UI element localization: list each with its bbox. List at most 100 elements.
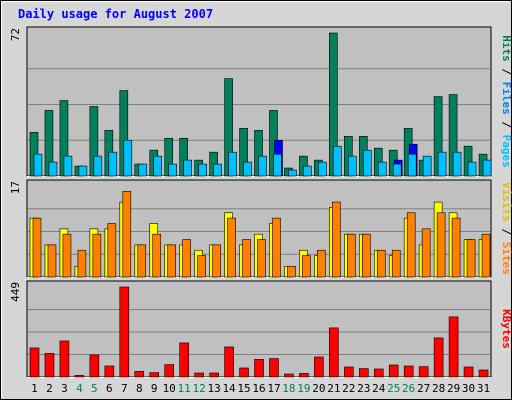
legend-entry: / (500, 62, 512, 82)
bar-kbytes (299, 373, 309, 378)
x-tick-label: 25 (387, 382, 400, 395)
bar-files (138, 163, 148, 177)
bar-kbytes (59, 340, 70, 378)
bar-files (213, 163, 222, 177)
x-tick-label: 18 (282, 382, 295, 395)
bar-files (333, 145, 342, 177)
bar-kbytes (344, 366, 354, 378)
bar-sites (182, 239, 191, 278)
bar-sites (481, 233, 491, 278)
y-max-label: 449 (9, 282, 22, 302)
x-tick-label: 23 (357, 382, 370, 395)
panel-hits-files-pages: 72 Hits / Files / Pages (9, 26, 512, 177)
bar-files (198, 163, 207, 177)
legend-entry: / (500, 222, 512, 242)
bar-kbytes (74, 375, 85, 378)
y-max-label: 72 (9, 28, 22, 41)
bar-sites (227, 217, 236, 278)
x-tick-label: 27 (417, 382, 430, 395)
bar-kbytes (29, 347, 40, 378)
bar-files (108, 151, 118, 177)
bar-files (153, 155, 163, 177)
bar-files (392, 163, 402, 177)
x-tick-label: 9 (151, 382, 158, 395)
bar-sites (391, 249, 401, 278)
bar-kbytes (433, 337, 444, 378)
x-tick-label: 15 (237, 382, 250, 395)
x-tick-label: 13 (207, 382, 220, 395)
bar-files (168, 163, 178, 177)
bar-sites (32, 217, 42, 278)
x-tick-label: 29 (447, 382, 460, 395)
bar-files (362, 149, 372, 177)
bar-kbytes (149, 372, 160, 378)
bar-files (48, 161, 58, 177)
bar-kbytes (194, 372, 204, 378)
panel-visits-sites: 17 Visits / Sites (9, 179, 512, 278)
x-tick-label: 10 (163, 382, 176, 395)
panel-kbytes: 449 KBytes (9, 280, 512, 378)
bar-kbytes (44, 353, 55, 378)
x-tick-label: 22 (342, 382, 355, 395)
chart-title: Daily usage for August 2007 (18, 7, 213, 21)
x-tick-label: 30 (462, 382, 475, 395)
bar-kbytes (284, 373, 294, 378)
legend-entry: Hits (500, 35, 512, 62)
bar-sites (107, 223, 117, 278)
x-tick-label: 31 (477, 382, 490, 395)
x-tick-label: 17 (267, 382, 280, 395)
legend: KBytes (500, 309, 512, 349)
bar-sites (361, 233, 371, 278)
bar-files (452, 151, 462, 177)
bar-kbytes (89, 354, 100, 378)
bar-files (422, 155, 432, 177)
bar-files (78, 165, 88, 177)
bar-sites (152, 233, 162, 278)
bar-files (33, 153, 43, 177)
bar-sites (287, 265, 296, 278)
x-tick-label: 28 (432, 382, 445, 395)
bar-sites (137, 244, 147, 278)
bar-sites (122, 191, 132, 278)
y-max-label: 17 (9, 181, 22, 194)
legend-entry: Pages (500, 135, 512, 168)
bar-sites (376, 249, 386, 278)
legend-entry: Files (500, 82, 512, 115)
legend-entry: Sites (500, 242, 512, 275)
x-axis: 1 2 3 4 5 6 7 8 9 10 11 12 13 14 15 16 17 18 19 20 21 22 23 24 2… (31, 382, 490, 395)
bar-kbytes (119, 286, 130, 378)
bar-files (288, 169, 297, 177)
bar-kbytes (269, 358, 279, 378)
bar-kbytes (478, 369, 489, 378)
bar-sites (466, 239, 476, 278)
x-tick-label: 19 (297, 382, 310, 395)
bar-files (482, 159, 492, 177)
bar-kbytes (254, 359, 264, 378)
bar-kbytes (418, 366, 429, 378)
bar-sites (421, 228, 431, 278)
bar-sites (212, 244, 221, 278)
bar-kbytes (448, 316, 459, 378)
bar-kbytes (358, 368, 369, 378)
bar-sites (436, 212, 446, 278)
bar-files (243, 161, 252, 177)
bar-sites (302, 255, 311, 278)
bar-kbytes (403, 365, 414, 378)
bar-files (273, 153, 282, 177)
bar-sites (257, 239, 266, 278)
bar-kbytes (134, 371, 145, 378)
bar-kbytes (388, 364, 399, 378)
bar-sites (317, 249, 326, 278)
legend: Hits / Files / Pages (500, 35, 512, 168)
bar-kbytes (314, 356, 324, 378)
bar-sites (167, 244, 177, 278)
bar-sites (242, 239, 251, 278)
bar-sites (451, 217, 461, 278)
bar-kbytes (463, 366, 474, 378)
bar-kbytes (373, 368, 384, 378)
x-tick-label: 12 (193, 382, 206, 395)
bar-kbytes (224, 346, 234, 378)
x-tick-label: 8 (136, 382, 143, 395)
